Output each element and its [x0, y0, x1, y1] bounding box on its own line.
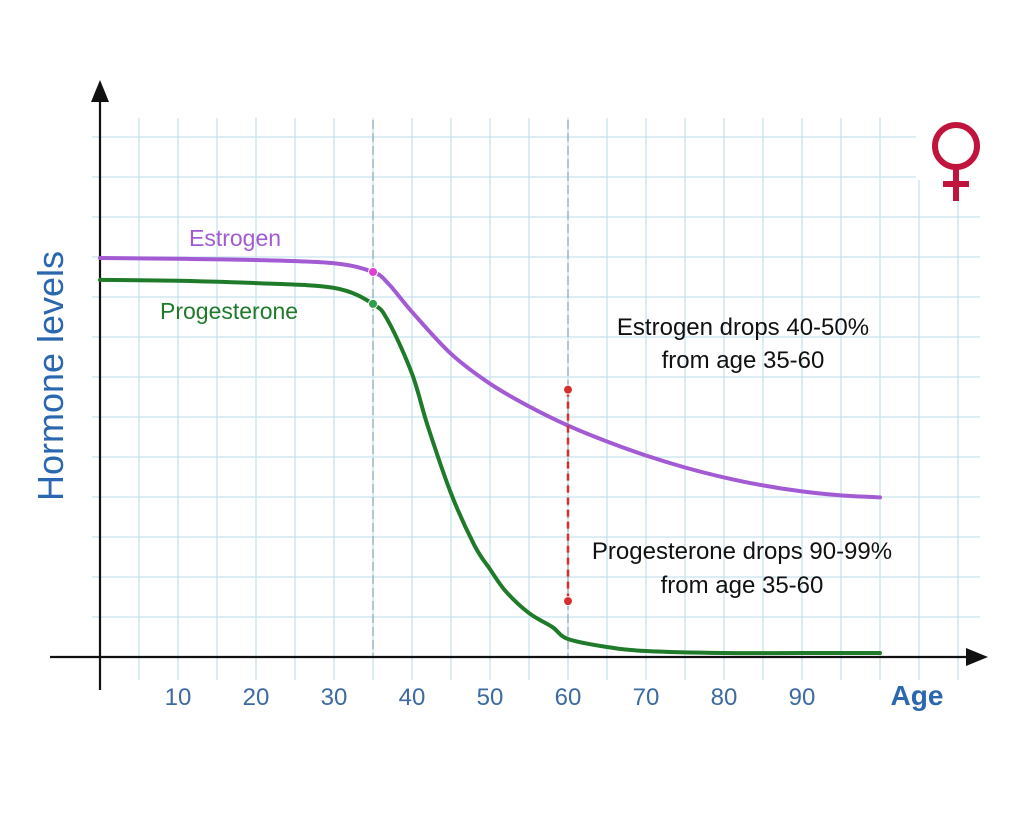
y-axis-arrow: [91, 80, 109, 102]
series-line-progesterone: [98, 277, 882, 656]
female-symbol-icon: [916, 116, 996, 201]
series-lines: [98, 256, 882, 656]
annotation-progesterone-line-1: Progesterone drops 90-99%: [592, 538, 892, 565]
marker-progesterone-35: [368, 298, 378, 309]
x-axis-arrow: [966, 648, 988, 666]
series-line-estrogen: [98, 256, 882, 500]
x-tick-label: 90: [789, 684, 816, 711]
axes: [50, 80, 988, 690]
x-tick-label: 40: [399, 684, 426, 711]
marker-estrogen-35: [368, 266, 378, 277]
annotation-estrogen-line-2: from age 35-60: [662, 347, 825, 374]
x-tick-label: 20: [243, 684, 270, 711]
x-tick-label: 10: [165, 684, 192, 711]
x-axis-title: Age: [891, 680, 944, 711]
annotation-estrogen-line-1: Estrogen drops 40-50%: [617, 314, 869, 341]
y-axis-title: Hormone levels: [30, 251, 71, 501]
x-tick-label: 60: [555, 684, 582, 711]
annotation-progesterone: Progesterone drops 90-99% from age 35-60: [592, 538, 892, 599]
marker-estrogen-60: [563, 384, 573, 395]
x-tick-label: 80: [711, 684, 738, 711]
annotation-progesterone-line-2: from age 35-60: [661, 572, 824, 599]
series-label-estrogen: Estrogen: [189, 225, 281, 251]
series-label-progesterone: Progesterone: [160, 298, 298, 324]
x-tick-label: 50: [477, 684, 504, 711]
x-tick-label: 30: [321, 684, 348, 711]
marker-progesterone-60: [563, 596, 573, 607]
annotation-estrogen: Estrogen drops 40-50% from age 35-60: [617, 314, 869, 374]
grid: [92, 118, 980, 680]
x-tick-label: 70: [633, 684, 660, 711]
x-tick-labels: 10 20 30 40 50 60 70 80 90: [165, 684, 816, 711]
point-markers: [368, 266, 573, 607]
